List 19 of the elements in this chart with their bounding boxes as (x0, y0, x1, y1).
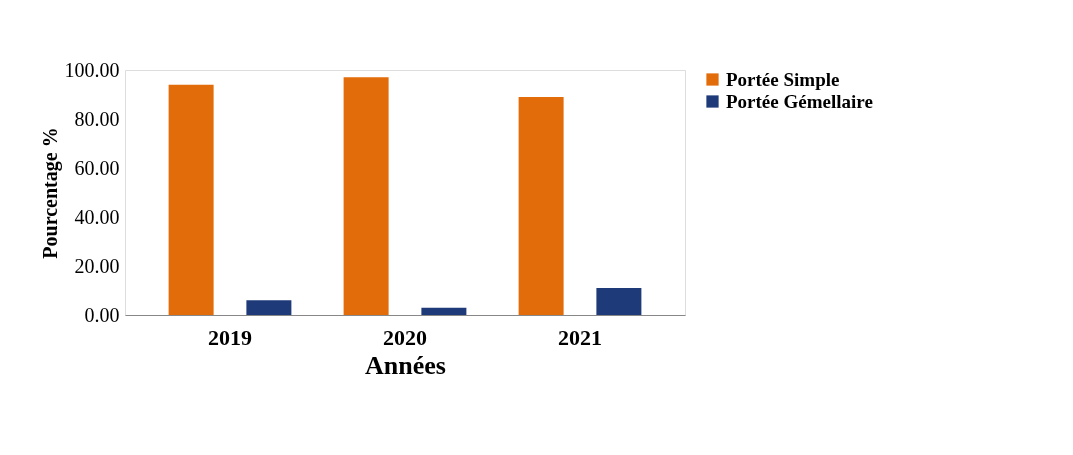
bar (596, 288, 642, 315)
y-axis-title: Pourcentage % (38, 127, 62, 259)
legend-label: Portée Simple (726, 68, 840, 90)
y-tick-label: 80.00 (74, 107, 120, 130)
bar (421, 307, 467, 315)
legend-label: Portée Gémellaire (726, 90, 873, 112)
y-tick-label: 40.00 (74, 205, 120, 228)
x-tick-label: 2021 (558, 324, 602, 350)
bar (168, 84, 214, 315)
x-axis-title: Années (365, 350, 446, 380)
y-tick-label: 20.00 (74, 254, 120, 277)
bar (246, 300, 292, 315)
y-tick-label: 60.00 (74, 156, 120, 179)
x-tick-label: 2020 (383, 324, 427, 350)
y-tick-label: 100.00 (64, 58, 120, 81)
bar (343, 77, 389, 315)
bar (518, 96, 564, 315)
x-tick-label: 2019 (208, 324, 252, 350)
y-tick-label: 0.00 (84, 303, 120, 326)
